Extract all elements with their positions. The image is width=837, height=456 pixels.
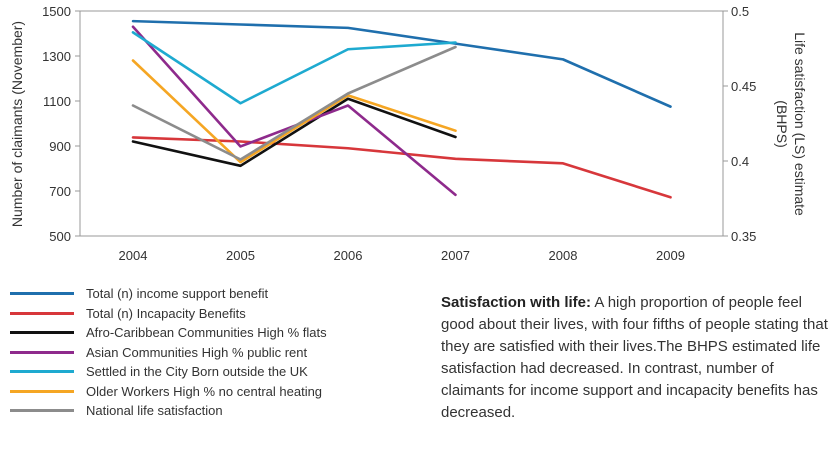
legend-swatch [10, 389, 74, 393]
legend-swatch [10, 350, 74, 354]
note-body: A high proportion of people feel good ab… [441, 294, 828, 421]
legend-swatch [10, 292, 74, 296]
legend-item: Afro-Caribbean Communities High % flats [10, 323, 327, 343]
x-tick-label: 2005 [226, 248, 255, 263]
legend-label: Asian Communities High % public rent [86, 344, 308, 360]
legend-label: Total (n) Incapacity Benefits [86, 305, 246, 321]
series-line-6 [131, 59, 457, 164]
series-lines [131, 19, 672, 199]
y-axis-title: Number of claimants (November) [9, 21, 25, 227]
x-tick-label: 2008 [549, 248, 578, 263]
legend-item: Total (n) Incapacity Benefits [10, 304, 327, 324]
y-tick-label: 1100 [43, 94, 71, 109]
y-tick-label: 1300 [42, 49, 71, 64]
legend-item: Asian Communities High % public rent [10, 343, 327, 363]
legend-swatch [10, 370, 74, 374]
y2-tick-label: 0.35 [731, 229, 756, 244]
legend-label: Total (n) income support benefit [86, 286, 269, 302]
series-line-7 [131, 45, 457, 161]
right-axis-ticks: 0.35 0.4 0.45 0.5 [723, 4, 756, 244]
y-tick-label: 900 [49, 139, 71, 154]
x-tick-label: 2007 [441, 248, 470, 263]
legend-item: Older Workers High % no central heating [10, 382, 327, 402]
y2-axis-title-line2: (BHPS) [774, 100, 790, 147]
legend-swatch [10, 331, 74, 335]
line-chart: 500 700 900 1100 1300 1500 0.35 0.4 0.45 0.5 200… [9, 4, 808, 263]
y-tick-label: 1500 [42, 4, 71, 19]
legend-label: Afro-Caribbean Communities High % flats [86, 325, 327, 341]
x-tick-label: 2006 [334, 248, 363, 263]
legend-swatch [10, 311, 74, 315]
series-line-4 [131, 25, 457, 197]
legend-label: National life satisfaction [86, 403, 223, 419]
legend-item: Settled in the City Born outside the UK [10, 362, 327, 382]
left-axis-ticks: 500 700 900 1100 1300 1500 [42, 4, 80, 244]
x-tick-label: 2004 [119, 248, 148, 263]
series-line-1 [131, 19, 672, 108]
series-line-3 [131, 97, 457, 168]
y2-axis-title-line1: Life satisfaction (LS) estimate [792, 32, 808, 216]
y2-tick-label: 0.4 [731, 154, 749, 169]
satisfaction-note: Satisfaction with life: A high proportio… [441, 292, 833, 424]
legend: Total (n) income support benefit Total (n… [10, 284, 327, 421]
legend-item: National life satisfaction [10, 401, 327, 421]
series-line-2 [131, 136, 672, 199]
series-line-5 [131, 31, 457, 105]
y-tick-label: 500 [49, 229, 71, 244]
legend-item: Total (n) income support benefit [10, 284, 327, 304]
y-tick-label: 700 [49, 184, 71, 199]
legend-label: Settled in the City Born outside the UK [86, 364, 308, 380]
note-title: Satisfaction with life: [441, 294, 592, 311]
x-axis-ticks: 2004 2005 2006 2007 2008 2009 [119, 248, 685, 263]
y2-tick-label: 0.5 [731, 4, 749, 19]
x-tick-label: 2009 [656, 248, 685, 263]
legend-label: Older Workers High % no central heating [86, 383, 323, 399]
legend-swatch [10, 409, 74, 413]
y2-tick-label: 0.45 [731, 79, 756, 94]
